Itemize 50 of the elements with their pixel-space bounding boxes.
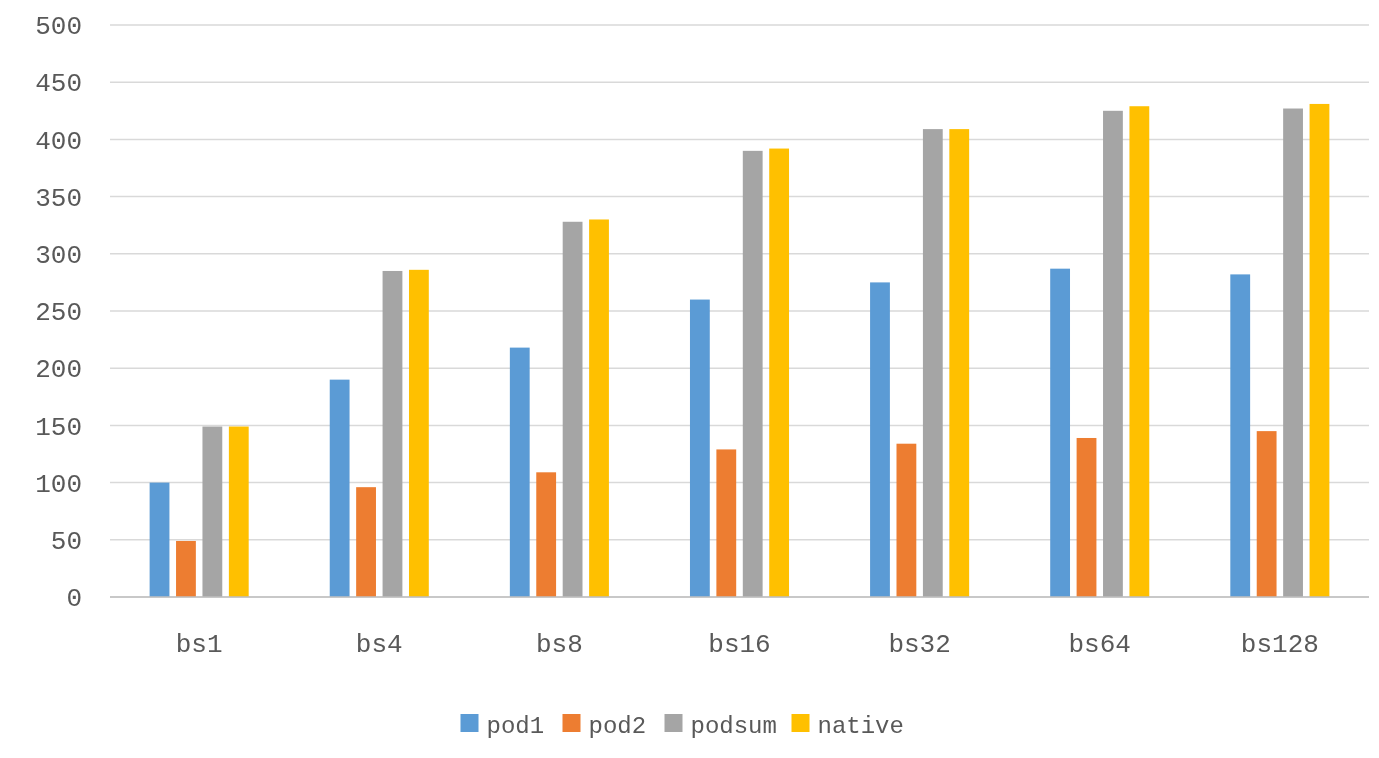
bar xyxy=(1256,431,1277,597)
bar xyxy=(228,426,249,597)
bar xyxy=(536,472,557,597)
x-tick-label: bs8 xyxy=(535,630,583,660)
bar xyxy=(1309,103,1330,597)
bar xyxy=(716,449,737,597)
bar xyxy=(562,221,583,597)
y-tick-label: 50 xyxy=(50,526,82,557)
bar xyxy=(769,148,790,597)
x-tick-label: bs32 xyxy=(888,630,951,660)
x-tick-label: bs64 xyxy=(1068,630,1131,660)
y-tick-label: 0 xyxy=(66,584,82,615)
bar xyxy=(1283,108,1303,597)
y-tick-label: 200 xyxy=(35,355,82,386)
y-tick-label: 500 xyxy=(35,12,82,43)
x-tick-label: bs1 xyxy=(175,630,223,660)
y-tick-label: 450 xyxy=(35,69,82,100)
bar xyxy=(202,426,223,597)
bar xyxy=(176,540,196,597)
bar xyxy=(382,270,403,597)
bar xyxy=(1230,274,1251,597)
x-tick-label: bs4 xyxy=(355,630,403,660)
legend-label: podsum xyxy=(690,713,777,740)
bar xyxy=(149,482,170,597)
y-tick-label: 400 xyxy=(35,126,82,157)
bar xyxy=(1076,437,1097,597)
bar xyxy=(356,487,376,597)
bar xyxy=(329,379,350,597)
bar xyxy=(922,129,943,597)
bar xyxy=(870,282,890,597)
y-tick-label: 100 xyxy=(35,469,82,500)
bar xyxy=(1129,106,1150,597)
legend-label: native xyxy=(817,713,904,740)
bar xyxy=(1103,110,1123,597)
bar xyxy=(1050,268,1071,597)
x-tick-label: bs128 xyxy=(1240,630,1319,660)
bar xyxy=(589,219,609,597)
y-tick-label: 250 xyxy=(35,298,82,329)
y-tick-label: 300 xyxy=(35,240,82,271)
x-tick-label: bs16 xyxy=(708,630,771,660)
bar xyxy=(896,443,917,597)
bar xyxy=(949,129,970,597)
bar xyxy=(509,347,530,597)
legend-label: pod2 xyxy=(588,713,647,740)
y-tick-label: 150 xyxy=(35,412,82,443)
bar xyxy=(742,150,763,597)
bar xyxy=(689,299,710,597)
y-tick-label: 350 xyxy=(35,183,82,214)
legend-label: pod1 xyxy=(486,713,545,740)
bar xyxy=(408,269,429,597)
